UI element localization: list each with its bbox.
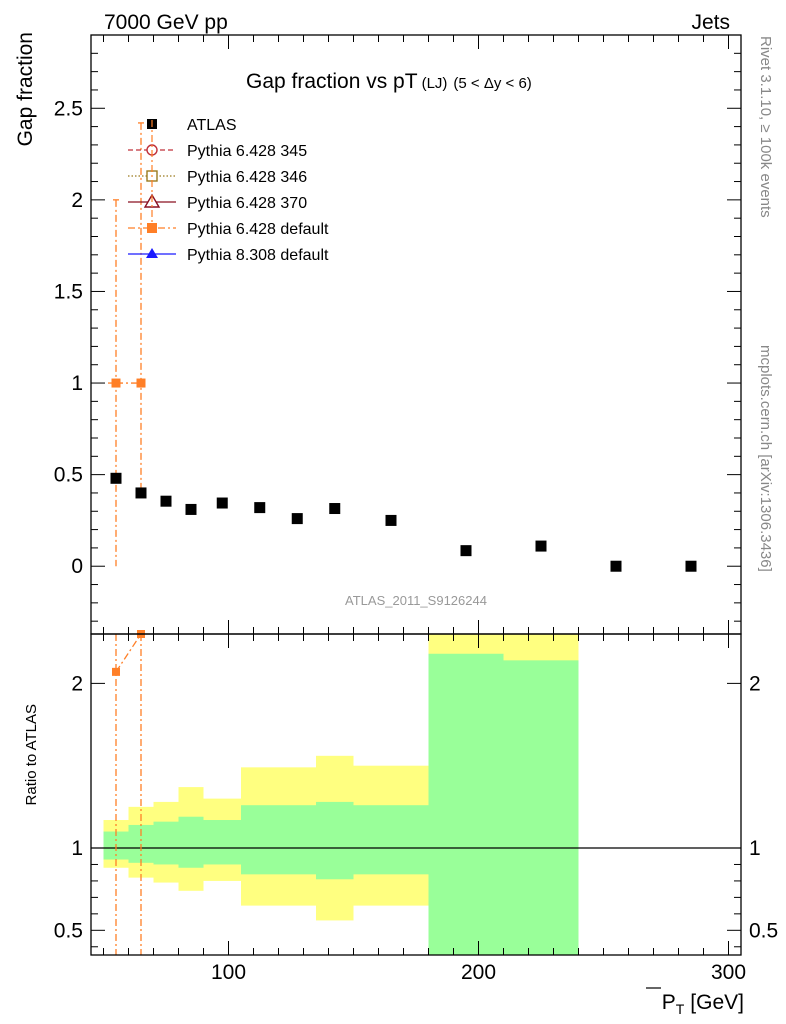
main-y-tick-label: 0.5 (54, 464, 83, 487)
pythia-default-point (136, 378, 146, 388)
green-band (316, 801, 354, 880)
green-band (428, 653, 504, 955)
process-label: Jets (691, 11, 730, 34)
atlas-point (254, 502, 266, 514)
atlas-point (329, 503, 341, 515)
ratio-y-tick-label: 1 (71, 837, 83, 860)
green-band (178, 816, 204, 868)
legend-item: Pythia 6.428 345 (128, 143, 307, 160)
main-y-tick-label: 2 (71, 189, 83, 212)
ratio-bands (103, 634, 579, 955)
main-title: Gap fraction vs pT (LJ) (5 < Δy < 6) (246, 70, 532, 93)
x-tick-label: 300 (711, 961, 746, 984)
main-y-tick-label: 1 (71, 372, 83, 395)
green-band (153, 821, 179, 865)
x-tick-label: 200 (461, 961, 496, 984)
green-band (203, 820, 241, 865)
atlas-point (216, 497, 228, 509)
legend-item: Pythia 6.428 default (128, 221, 329, 238)
legend: ATLAS Pythia 6.428 345 Pythia 6.428 346 Pyt… (128, 117, 329, 264)
atlas-point (535, 540, 547, 552)
green-band (278, 805, 316, 875)
main-y-tick-label: 0 (71, 555, 83, 578)
rivet-label: Rivet 3.1.10, ≥ 100k events (757, 36, 774, 218)
atlas-point (685, 560, 697, 572)
atlas-point (610, 560, 622, 572)
main-y-tick-label: 1.5 (54, 280, 83, 303)
green-band (503, 660, 579, 955)
main-y-tick-label: 2.5 (54, 97, 83, 120)
green-band (353, 805, 429, 875)
legend-label: Pythia 6.428 346 (187, 169, 307, 186)
legend-item: Pythia 6.428 370 (128, 193, 307, 212)
ratio-y-tick-label: 0.5 (54, 919, 83, 942)
legend-label: ATLAS (187, 117, 237, 134)
legend-item: Pythia 6.428 346 (128, 169, 307, 186)
x-tick-label: 100 (211, 961, 246, 984)
atlas-point (291, 513, 303, 525)
ratio-y-tick-label-right: 2 (749, 672, 761, 695)
atlas-point (160, 495, 172, 507)
atlas-point (135, 487, 147, 499)
x-axis-label: PT [GeV] (662, 991, 744, 1017)
atlas-point (460, 545, 472, 557)
atlas-point (385, 514, 397, 526)
atlas-point (185, 503, 197, 515)
main-y-axis-label: Gap fraction (14, 32, 37, 146)
legend-label: Pythia 8.308 default (187, 247, 329, 264)
green-band (241, 805, 279, 875)
legend-label: Pythia 6.428 default (187, 221, 329, 238)
atlas-point (110, 472, 122, 484)
legend-item: ATLAS (147, 117, 237, 134)
ratio-y-tick-label: 2 (71, 672, 83, 695)
legend-marker (146, 248, 158, 258)
energy-label: 7000 GeV pp (104, 11, 228, 34)
legend-label: Pythia 6.428 370 (187, 195, 307, 212)
legend-label: Pythia 6.428 345 (187, 143, 307, 160)
ratio-plot-frame (90, 633, 742, 956)
ratio-y-tick-label-right: 1 (749, 837, 761, 860)
main-series (108, 122, 697, 572)
ratio-y-axis-label: Ratio to ATLAS (23, 704, 40, 805)
ratio-y-tick-label-right: 0.5 (749, 919, 778, 942)
analysis-id: ATLAS_2011_S9126244 (345, 593, 487, 608)
legend-item: Pythia 8.308 default (128, 247, 329, 264)
mcplots-label: mcplots.cern.ch [arXiv:1306.3436] (757, 345, 774, 572)
pythia-default-point (111, 378, 121, 388)
